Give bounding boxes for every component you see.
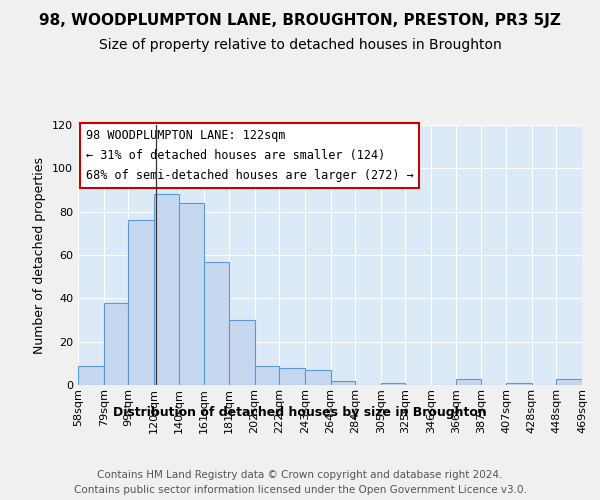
- Y-axis label: Number of detached properties: Number of detached properties: [34, 156, 46, 354]
- Bar: [254, 366, 279, 385]
- Bar: [331, 380, 355, 385]
- Bar: [179, 203, 205, 385]
- Bar: [455, 378, 481, 385]
- Bar: [229, 320, 254, 385]
- Bar: [279, 368, 305, 385]
- Text: 98 WOODPLUMPTON LANE: 122sqm
← 31% of detached houses are smaller (124)
68% of s: 98 WOODPLUMPTON LANE: 122sqm ← 31% of de…: [86, 129, 413, 182]
- Text: Size of property relative to detached houses in Broughton: Size of property relative to detached ho…: [98, 38, 502, 52]
- Text: Contains public sector information licensed under the Open Government Licence v3: Contains public sector information licen…: [74, 485, 526, 495]
- Bar: [556, 378, 582, 385]
- Text: 98, WOODPLUMPTON LANE, BROUGHTON, PRESTON, PR3 5JZ: 98, WOODPLUMPTON LANE, BROUGHTON, PRESTO…: [39, 12, 561, 28]
- Bar: [506, 383, 532, 385]
- Bar: [305, 370, 331, 385]
- Bar: [104, 302, 128, 385]
- Bar: [381, 383, 406, 385]
- Bar: [154, 194, 179, 385]
- Text: Distribution of detached houses by size in Broughton: Distribution of detached houses by size …: [113, 406, 487, 419]
- Bar: [78, 366, 104, 385]
- Text: Contains HM Land Registry data © Crown copyright and database right 2024.: Contains HM Land Registry data © Crown c…: [97, 470, 503, 480]
- Bar: [128, 220, 154, 385]
- Bar: [205, 262, 229, 385]
